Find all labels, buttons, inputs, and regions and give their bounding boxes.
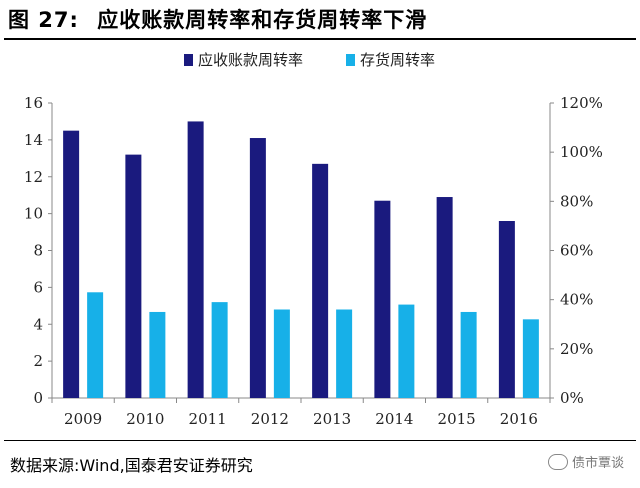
watermark-text: 债市覃谈 <box>571 456 624 471</box>
x-tick-label: 2009 <box>64 410 102 428</box>
figure-title-text: 应收账款周转率和存货周转率下滑 <box>97 8 428 32</box>
legend-swatch-receivables <box>184 54 193 66</box>
bar-inventory-turnover <box>336 309 353 398</box>
y-left-tick-label: 0 <box>33 389 43 407</box>
x-tick-label: 2011 <box>189 410 227 428</box>
bar-receivables-turnover <box>436 197 453 398</box>
title-rule <box>4 38 636 40</box>
legend-label-inventory: 存货周转率 <box>360 51 435 69</box>
y-left-tick-label: 4 <box>33 315 43 333</box>
legend-label-receivables: 应收账款周转率 <box>198 51 303 69</box>
y-right-tick-label: 120% <box>560 94 603 112</box>
bar-receivables-turnover <box>498 221 515 398</box>
figure-label: 图 27: <box>8 8 79 32</box>
y-right-tick-label: 40% <box>560 291 593 309</box>
x-tick-label: 2016 <box>500 410 538 428</box>
x-tick-label: 2013 <box>313 410 351 428</box>
chart-bars <box>63 121 539 398</box>
bar-inventory-turnover <box>460 311 477 398</box>
bar-inventory-turnover <box>149 311 166 398</box>
y-left-tick-label: 12 <box>24 168 43 186</box>
x-tick-label: 2010 <box>126 410 164 428</box>
bar-receivables-turnover <box>125 154 142 398</box>
legend-swatch-inventory <box>346 54 355 66</box>
y-right-tick-label: 0% <box>560 389 584 407</box>
bar-receivables-turnover <box>249 138 266 398</box>
y-right-tick-label: 80% <box>560 192 593 210</box>
bar-chart: 应收账款周转率 存货周转率 0 2 4 6 8 10 12 14 16 0% 20% 40% 60% 80%… <box>24 51 603 428</box>
y-left-tick-label: 16 <box>24 94 43 112</box>
bar-inventory-turnover <box>522 319 539 398</box>
bar-receivables-turnover <box>312 163 329 398</box>
x-tick-label: 2015 <box>438 410 476 428</box>
y-left-tick-label: 6 <box>33 278 43 296</box>
wechat-icon <box>547 453 568 470</box>
bar-inventory-turnover <box>211 302 228 398</box>
y-left-tick-label: 2 <box>33 352 43 370</box>
chart-axes: 0 2 4 6 8 10 12 14 16 0% 20% 40% 60% 80% 100% 120% 2009 2… <box>24 94 603 428</box>
y-left-tick-label: 10 <box>24 205 43 223</box>
y-left-tick-label: 14 <box>24 131 43 149</box>
bar-inventory-turnover <box>398 304 415 398</box>
bar-receivables-turnover <box>63 130 80 398</box>
chart-legend: 应收账款周转率 存货周转率 <box>184 51 435 69</box>
y-right-tick-label: 60% <box>560 242 593 260</box>
bar-inventory-turnover <box>273 309 290 398</box>
x-tick-label: 2014 <box>375 410 413 428</box>
figure-title: 图 27: 应收账款周转率和存货周转率下滑 <box>8 4 632 36</box>
bar-receivables-turnover <box>187 121 204 398</box>
bar-inventory-turnover <box>87 292 104 398</box>
source-note: 数据来源:Wind,国泰君安证券研究 <box>10 456 253 475</box>
watermark: 债市覃谈 <box>547 452 624 471</box>
x-tick-label: 2012 <box>251 410 289 428</box>
y-right-tick-label: 100% <box>560 143 603 161</box>
bar-receivables-turnover <box>374 200 391 398</box>
y-right-tick-label: 20% <box>560 340 593 358</box>
y-left-tick-label: 8 <box>33 242 43 260</box>
footer-rule <box>4 440 636 441</box>
